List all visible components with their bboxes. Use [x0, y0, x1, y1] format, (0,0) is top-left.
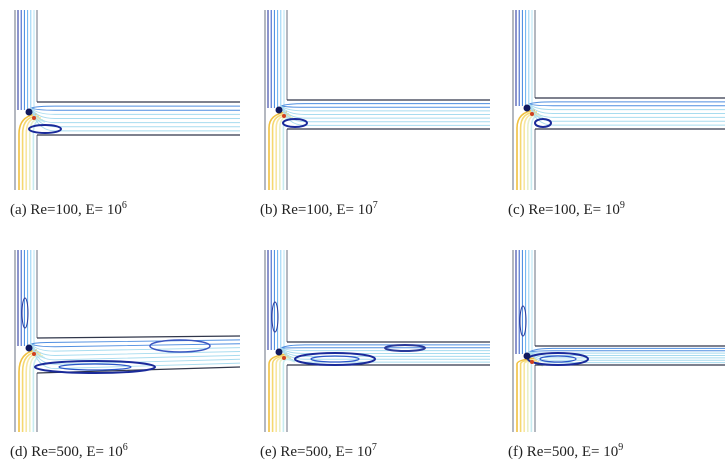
streamline — [530, 115, 544, 190]
junction-point — [282, 356, 286, 360]
streamline — [30, 105, 240, 109]
junction-point — [523, 104, 531, 112]
vortex — [28, 124, 62, 134]
streamline-plot — [264, 10, 490, 190]
junction-point — [275, 348, 283, 356]
streamline — [280, 344, 490, 349]
streamline — [32, 119, 46, 190]
junction-point — [530, 360, 534, 364]
caption-exponent: 6 — [123, 442, 128, 453]
caption: (e) Re=500, E= 107 — [260, 442, 377, 460]
streamline — [280, 105, 490, 126]
streamline — [519, 359, 538, 432]
caption-text: (c) Re=100, E= 10 — [508, 202, 620, 218]
streamline — [516, 357, 536, 432]
vortex — [534, 118, 552, 128]
caption-text: (a) Re=100, E= 10 — [10, 202, 122, 218]
streamline-plot — [264, 250, 490, 432]
caption-text: (f) Re=500, E= 10 — [508, 444, 618, 460]
vortex — [539, 355, 577, 363]
caption: (b) Re=100, E= 107 — [260, 200, 378, 218]
vortex — [310, 355, 360, 363]
caption-text: (e) Re=500, E= 10 — [260, 444, 372, 460]
streamline — [528, 103, 725, 122]
streamline — [280, 105, 490, 123]
streamline — [30, 343, 241, 352]
caption: (f) Re=500, E= 109 — [508, 442, 623, 460]
streamline — [21, 115, 40, 190]
streamline — [280, 347, 490, 352]
junction-point — [530, 112, 534, 116]
streamline — [30, 343, 241, 348]
streamline — [29, 118, 44, 190]
streamline — [528, 351, 725, 364]
streamline — [279, 357, 294, 432]
streamline — [282, 358, 296, 432]
streamline — [523, 360, 540, 432]
streamline — [527, 361, 542, 432]
vortex — [519, 305, 527, 337]
streamline — [527, 114, 542, 190]
vortex — [21, 297, 29, 329]
caption: (d) Re=500, E= 106 — [10, 442, 128, 460]
streamline — [280, 105, 490, 108]
vortex — [282, 118, 308, 128]
streamline — [528, 103, 725, 126]
vortex — [271, 301, 279, 333]
streamline — [30, 107, 240, 132]
caption-text: (b) Re=100, E= 10 — [260, 202, 373, 218]
vortex — [294, 352, 376, 366]
caption: (a) Re=100, E= 106 — [10, 200, 127, 218]
junction-point — [282, 114, 286, 118]
streamline-plot — [512, 10, 725, 190]
streamline — [530, 361, 544, 432]
streamline-plot — [14, 250, 241, 432]
streamline — [30, 107, 240, 128]
streamline — [279, 116, 294, 190]
streamline — [528, 103, 725, 111]
caption: (c) Re=100, E= 109 — [508, 200, 625, 218]
streamline — [280, 105, 490, 112]
streamline — [29, 354, 44, 432]
streamline — [25, 353, 42, 432]
junction-point — [32, 352, 36, 356]
vortex — [149, 339, 211, 353]
streamline — [528, 347, 725, 353]
streamline — [30, 107, 240, 111]
caption-exponent: 6 — [122, 200, 127, 211]
caption-exponent: 9 — [618, 442, 623, 453]
streamline — [280, 105, 490, 119]
vortex — [58, 363, 132, 371]
streamline — [280, 103, 490, 107]
junction-point — [275, 106, 283, 114]
streamline — [275, 114, 292, 190]
streamline — [528, 101, 725, 105]
junction-point — [25, 108, 33, 116]
caption-exponent: 7 — [373, 200, 378, 211]
wall — [36, 335, 241, 339]
streamline — [528, 103, 725, 107]
streamline — [271, 355, 290, 432]
streamline — [30, 107, 240, 119]
caption-text: (d) Re=500, E= 10 — [10, 444, 123, 460]
caption-exponent: 7 — [372, 442, 377, 453]
streamline — [268, 353, 288, 432]
streamline — [528, 350, 725, 353]
streamline-plot — [512, 250, 725, 432]
vortex — [384, 344, 426, 352]
streamline — [523, 112, 540, 190]
caption-exponent: 9 — [620, 200, 625, 211]
streamline-plot — [14, 10, 240, 190]
junction-point — [523, 352, 531, 360]
junction-point — [25, 344, 33, 352]
vortex — [34, 360, 156, 374]
streamline — [30, 107, 240, 115]
junction-point — [32, 116, 36, 120]
streamline — [30, 339, 241, 345]
